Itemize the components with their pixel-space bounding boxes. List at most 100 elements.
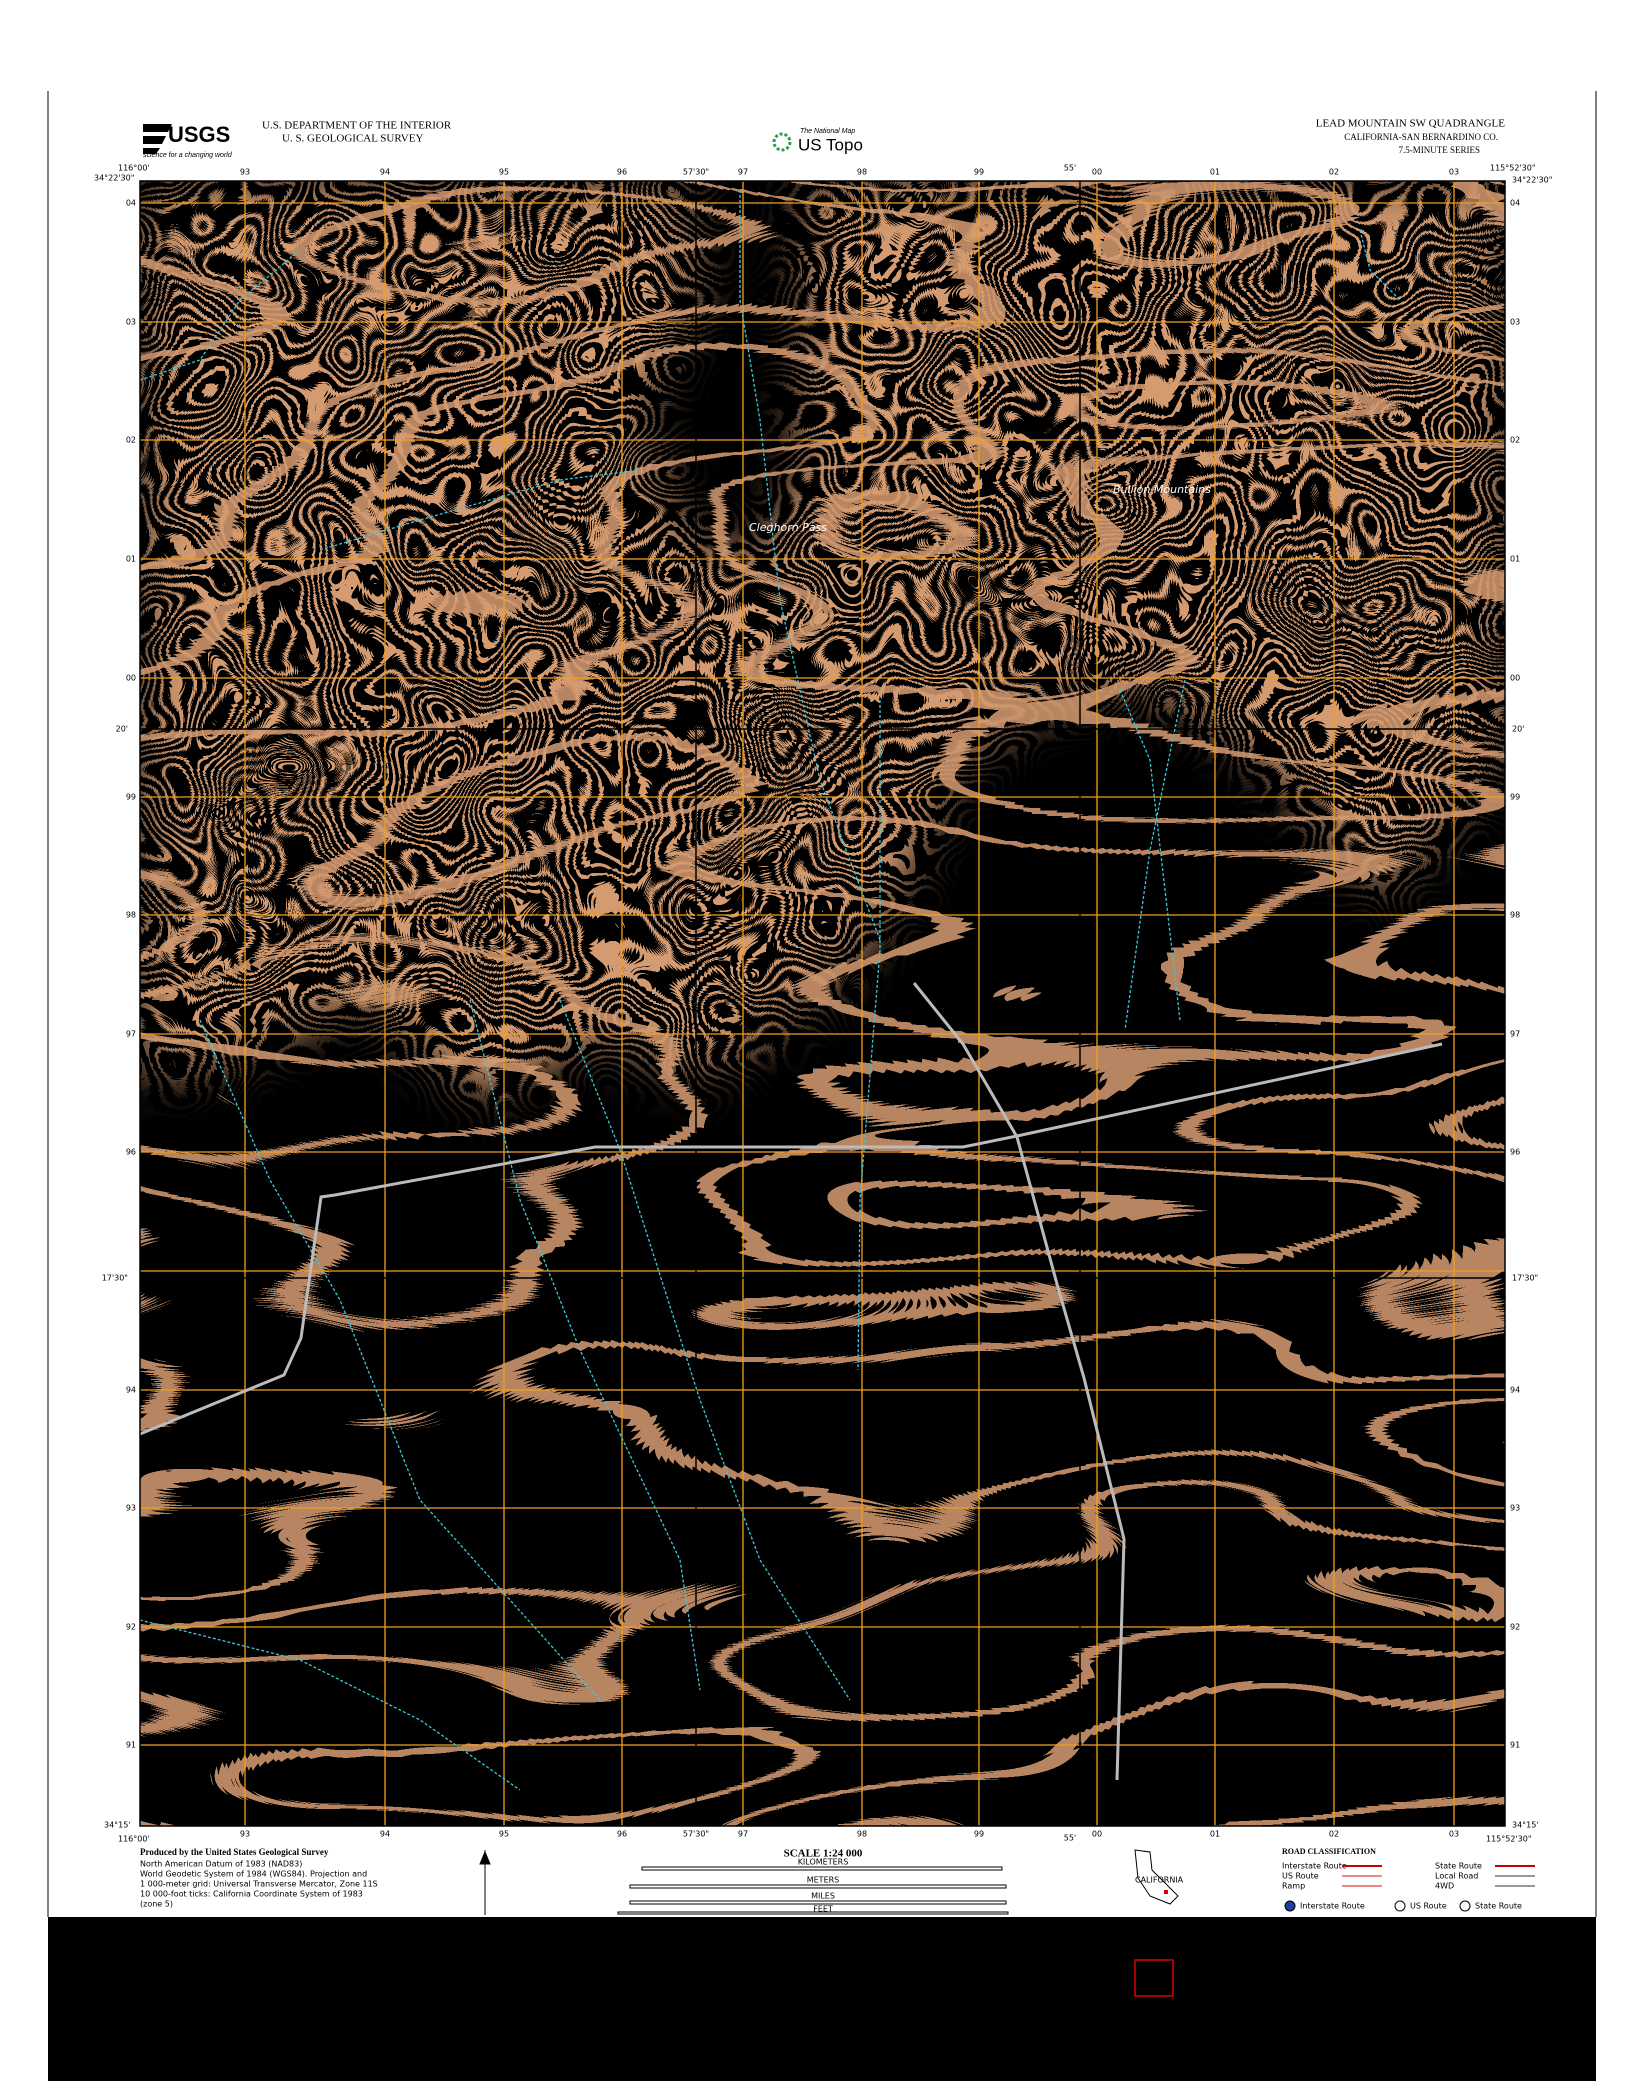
road (912, 982, 1126, 1781)
legend-item: Interstate Route (1300, 1902, 1365, 1911)
agency: U.S. DEPARTMENT OF THE INTERIOR (262, 120, 452, 132)
stream (319, 469, 641, 551)
easting-label: 02 (1329, 1830, 1339, 1839)
corner-label: 115°52'30" (1490, 164, 1536, 173)
northing-label: 99 (1510, 793, 1520, 802)
edge-label: 57'30" (683, 1830, 709, 1839)
stream (469, 999, 701, 1691)
northing-label: 94 (1510, 1386, 1520, 1395)
corner-labels: 116°00' 34°22'30" 115°52'30" 34°22'30" 3… (94, 164, 1552, 1844)
northing-label: 98 (1510, 911, 1520, 920)
northing-label: 93 (1510, 1504, 1520, 1513)
northing-label: 93 (126, 1504, 136, 1513)
legend-symbol (1459, 1900, 1471, 1912)
stream (857, 700, 881, 1371)
logo-tagline: science for a changing world (143, 152, 233, 159)
grid (140, 181, 1505, 1826)
easting-label: 97 (738, 1830, 748, 1839)
easting-label: 00 (1092, 168, 1102, 177)
edge-label: 55' (1064, 1834, 1076, 1843)
easting-label: 98 (857, 1830, 867, 1839)
northing-label: 01 (1510, 555, 1520, 564)
north-arrow (479, 1850, 491, 1915)
series: 7.5-MINUTE SERIES (1399, 145, 1481, 155)
credit: Produced by the United States Geological… (140, 1847, 329, 1857)
corner-label: 116°00' (118, 1835, 150, 1844)
corner-label: 115°52'30" (1486, 1835, 1532, 1844)
legend-item: Ramp (1282, 1882, 1305, 1891)
northing-label: 98 (126, 911, 136, 920)
scale-bars (617, 1866, 1009, 1915)
map-frame (139, 180, 1506, 1827)
easting-label: 02 (1329, 168, 1339, 177)
scale-bar (617, 1911, 1009, 1915)
edge-label: 55' (1064, 164, 1076, 173)
edge-label: 17'30" (1512, 1274, 1538, 1283)
product: US Topo (798, 135, 863, 154)
legend-item: 4WD (1435, 1882, 1454, 1891)
easting-label: 93 (240, 1830, 250, 1839)
corner-label: 116°00' (118, 164, 150, 173)
northing-label: 97 (1510, 1030, 1520, 1039)
easting-label: 00 (1092, 1830, 1102, 1839)
credit: (zone 5) (140, 1900, 173, 1909)
northing-label: 94 (126, 1386, 136, 1395)
stream (1119, 689, 1181, 1021)
stream (739, 190, 881, 941)
road-legend: Interstate Route State Route US Route Local… (1282, 1862, 1535, 1912)
easting-label: 94 (380, 1830, 390, 1839)
scale-unit: MILES (811, 1892, 835, 1901)
roads (140, 982, 1443, 1781)
scale-bar (641, 1866, 1003, 1871)
credit: World Geodetic System of 1984 (WGS84). P… (140, 1870, 367, 1879)
product-tag: The National Map (800, 128, 855, 135)
legend-item: US Route (1410, 1902, 1447, 1911)
northing-label: 02 (1510, 436, 1520, 445)
corner-label: 34°15' (1512, 1821, 1539, 1830)
northing-label: 91 (126, 1741, 136, 1750)
streams (140, 190, 1401, 1791)
legend-item: State Route (1435, 1862, 1482, 1871)
scale-bar (629, 1884, 1007, 1889)
easting-label: 96 (617, 168, 627, 177)
corner-label: 34°15' (104, 1821, 131, 1830)
legend-symbol (1284, 1900, 1296, 1912)
bottom-band (48, 1917, 1596, 2081)
easting-label: 98 (857, 168, 867, 177)
map-body: Cleghorn Pass Bullion Mountains (140, 181, 1505, 1826)
easting-label: 96 (617, 1830, 627, 1839)
scale-unit: FEET (813, 1905, 833, 1914)
legend-title: ROAD CLASSIFICATION (1282, 1847, 1376, 1856)
state-inset (1134, 1849, 1179, 1905)
legend-item: State Route (1475, 1902, 1522, 1911)
stream (140, 1619, 521, 1791)
easting-label: 01 (1210, 1830, 1220, 1839)
northing-label: 03 (126, 318, 136, 327)
place-name: Cleghorn Pass (749, 521, 827, 534)
northing-label: 04 (1510, 199, 1520, 208)
scale-title: SCALE 1:24 000 (784, 1848, 863, 1860)
easting-label: 01 (1210, 168, 1220, 177)
northing-label: 96 (126, 1148, 136, 1157)
quad-title: LEAD MOUNTAIN SW QUADRANGLE (1316, 118, 1506, 130)
northing-label: 99 (126, 793, 136, 802)
northing-label: 92 (126, 1623, 136, 1632)
region: CALIFORNIA-SAN BERNARDINO CO. (1344, 132, 1498, 142)
corner-label: 34°22'30" (1512, 176, 1552, 185)
edge-label: 20' (116, 725, 128, 734)
northing-label: 00 (1510, 674, 1520, 683)
northing-label: 03 (1510, 318, 1520, 327)
easting-label: 95 (499, 1830, 509, 1839)
location-box (1134, 1959, 1174, 1997)
easting-label: 99 (974, 1830, 984, 1839)
logo-text: USGS (168, 122, 230, 147)
edge-label: 17'30" (102, 1274, 128, 1283)
northing-label: 92 (1510, 1623, 1520, 1632)
credit: 1 000-meter grid: Universal Transverse M… (140, 1880, 378, 1889)
northing-label: 04 (126, 199, 136, 208)
northing-label: 96 (1510, 1148, 1520, 1157)
edge-label: 20' (1512, 725, 1524, 734)
footer: Produced by the United States Geological… (140, 1847, 1535, 1915)
edge-label: 57'30" (683, 168, 709, 177)
scale-bar (629, 1900, 1007, 1905)
